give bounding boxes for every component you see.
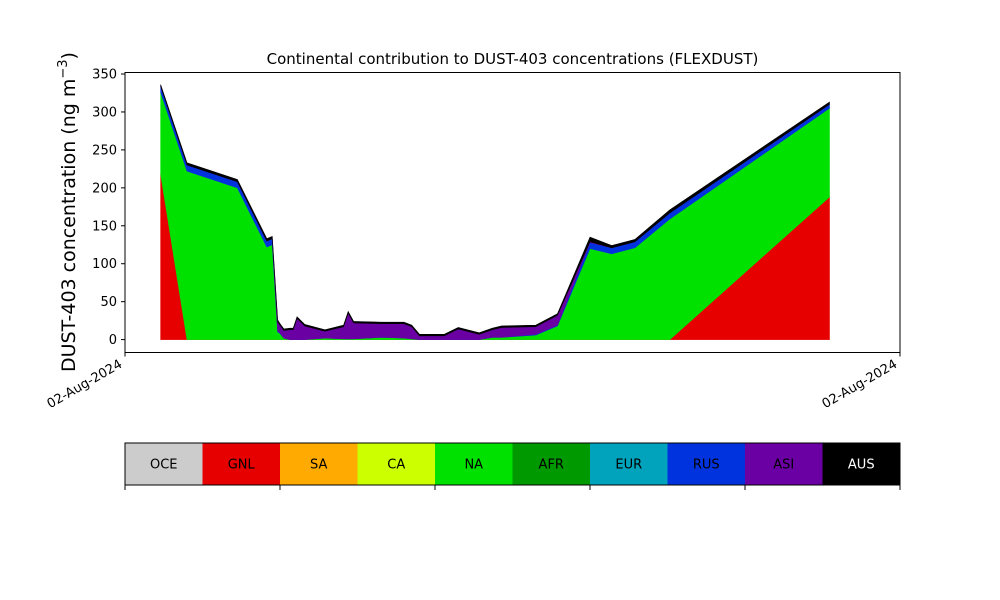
legend-label-asi: ASI [773, 458, 794, 473]
x-tick-label: 02-Aug-2024 [45, 357, 125, 412]
legend-swatch-gnl [202, 443, 281, 485]
y-axis-label-main: DUST-403 concentration (ng m [58, 79, 80, 372]
stacked-areas [160, 84, 830, 340]
legend-label-na: NA [464, 458, 483, 473]
legend-label-eur: EUR [615, 458, 642, 473]
y-tick-label: 50 [100, 295, 117, 310]
y-axis-label-exponent: −3 [56, 59, 71, 78]
x-axis: 02-Aug-2024 02-Aug-2024 [45, 352, 901, 412]
legend-label-sa: SA [310, 458, 327, 473]
x-tick-label: 02-Aug-2024 [820, 357, 900, 412]
legend-swatch-sa [280, 443, 358, 485]
y-axis-label-close: ) [58, 52, 80, 59]
legend-swatch-oce [125, 443, 203, 485]
legend-label-gnl: GNL [228, 458, 256, 473]
y-tick-label: 250 [92, 143, 117, 158]
legend-label-afr: AFR [539, 458, 564, 473]
y-tick-label: 150 [92, 219, 117, 234]
y-tick-label: 350 [92, 68, 117, 83]
legend-swatch-na [435, 443, 513, 485]
y-axis: 0 50 100 150 200 250 300 350 [92, 68, 125, 348]
legend-swatch-ca [357, 443, 436, 485]
legend-swatch-rus [667, 443, 746, 485]
y-tick-label: 0 [109, 333, 117, 348]
legend-label-rus: RUS [693, 458, 720, 473]
legend-frame [124, 442, 901, 486]
legend-swatch-aus [822, 443, 901, 485]
chart-title: Continental contribution to DUST-403 con… [267, 50, 759, 68]
legend-swatch-asi [745, 443, 823, 485]
legend-label-ca: CA [387, 458, 405, 473]
area-aus [160, 84, 830, 337]
legend-label-oce: OCE [150, 458, 178, 473]
legend-label-aus: AUS [848, 458, 875, 473]
y-tick-label: 100 [92, 257, 117, 272]
y-axis-label: DUST-403 concentration (ng m−3) [56, 52, 80, 372]
y-tick-label: 300 [92, 105, 117, 120]
legend-swatch-eur [590, 443, 668, 485]
y-tick-label: 200 [92, 181, 117, 196]
plot-frame [124, 72, 901, 353]
legend-swatch-afr [512, 443, 591, 485]
legend: OCE GNL SA CA NA AFR EUR RUS ASI AUS [124, 442, 901, 490]
